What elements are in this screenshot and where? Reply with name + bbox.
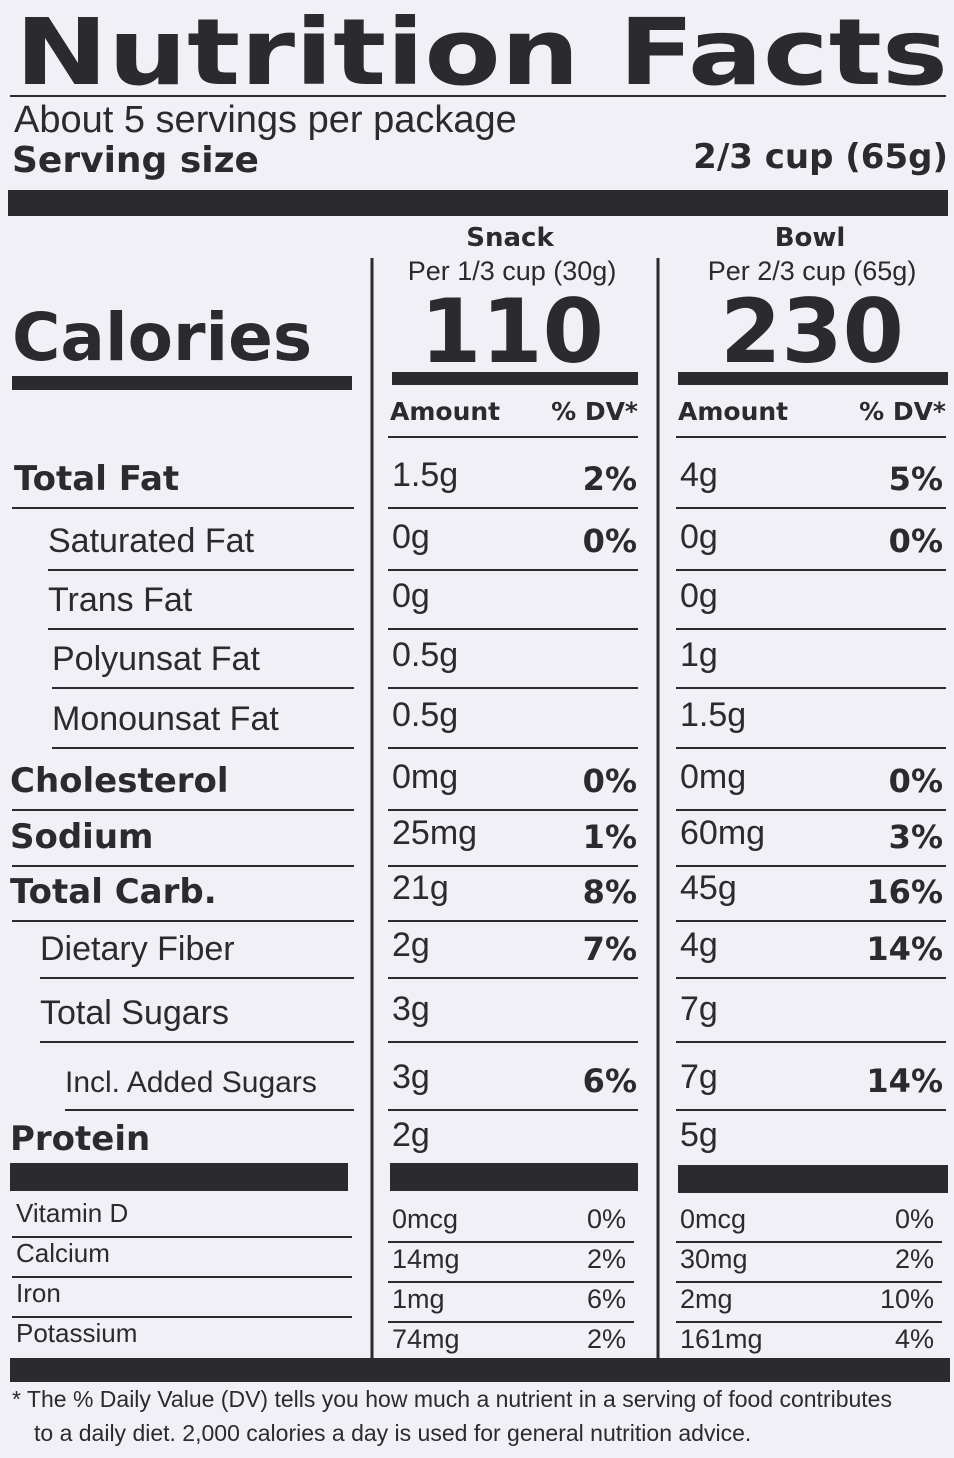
amount: 0.5g	[392, 636, 458, 674]
nutrient-name: Trans Fat	[48, 581, 193, 619]
amount: 0g	[392, 577, 430, 615]
amount: 21g	[392, 869, 449, 907]
amount: 7g	[680, 1058, 718, 1096]
daily-value: 6%	[587, 1284, 626, 1314]
bar	[678, 372, 948, 385]
daily-value: 4%	[895, 1324, 934, 1354]
vitamin-name: Calcium	[16, 1238, 110, 1268]
nutrient-name: Dietary Fiber	[40, 930, 235, 968]
nutrient-name: Total Sugars	[40, 994, 229, 1032]
daily-value: 14%	[866, 1062, 943, 1100]
amount: 0g	[680, 577, 718, 615]
daily-value: 1%	[583, 818, 637, 856]
nutrient-name: Protein	[10, 1119, 150, 1159]
calories: 230	[720, 280, 904, 383]
daily-value: 3%	[889, 818, 943, 856]
daily-value: 5%	[889, 460, 943, 498]
amount: 1.5g	[392, 456, 458, 494]
serving-size: 2/3 cup (65g)	[693, 137, 948, 177]
amount: 0g	[680, 518, 718, 556]
daily-value: 2%	[583, 460, 637, 498]
footnote: * The % Daily Value (DV) tells you how m…	[12, 1386, 892, 1412]
amount: 74mg	[392, 1324, 460, 1354]
servings: About 5 servings per package	[14, 99, 517, 141]
amount: 3g	[392, 990, 430, 1028]
serving-per: Per 2/3 cup (65g)	[708, 256, 917, 286]
nutrient-name: Total Fat	[14, 459, 179, 499]
column-name: Snack	[466, 223, 554, 253]
amount: 1.5g	[680, 696, 746, 734]
amount: 4g	[680, 926, 718, 964]
amount: 4g	[680, 456, 718, 494]
amount: 7g	[680, 990, 718, 1028]
dv-header: % DV*	[859, 397, 946, 426]
column-name: Bowl	[775, 223, 846, 253]
nutrient-name: Monounsat Fat	[52, 700, 279, 738]
amount: 0g	[392, 518, 430, 556]
amount: 0mcg	[392, 1204, 458, 1234]
nutrient-name: Total Carb.	[10, 872, 217, 912]
amount: 2mg	[680, 1284, 733, 1314]
daily-value: 7%	[583, 930, 637, 968]
daily-value: 0%	[895, 1204, 934, 1234]
nutrient-name: Sodium	[10, 817, 153, 857]
amount: 161mg	[680, 1324, 763, 1354]
daily-value: 8%	[583, 873, 637, 911]
nutrient-name: Polyunsat Fat	[52, 640, 260, 678]
amount: 5g	[680, 1116, 718, 1154]
amount: 2g	[392, 1116, 430, 1154]
serving-per: Per 1/3 cup (30g)	[408, 256, 617, 286]
amount: 60mg	[680, 814, 765, 852]
amount-header: Amount	[390, 397, 500, 426]
thick-bar	[8, 190, 948, 216]
thick-bar	[10, 1358, 950, 1382]
daily-value: 2%	[587, 1244, 626, 1274]
amount: 3g	[392, 1058, 430, 1096]
thick-bar	[678, 1165, 948, 1193]
nutrient-name: Cholesterol	[10, 761, 229, 801]
daily-value: 0%	[889, 522, 943, 560]
amount: 1mg	[392, 1284, 445, 1314]
amount: 14mg	[392, 1244, 460, 1274]
thick-bar	[390, 1163, 638, 1191]
amount: 0mg	[680, 758, 746, 796]
vitamin-name: Potassium	[16, 1318, 137, 1348]
daily-value: 0%	[889, 762, 943, 800]
bar	[12, 376, 352, 390]
footnote: to a daily diet. 2,000 calories a day is…	[34, 1420, 751, 1446]
amount-header: Amount	[678, 397, 788, 426]
amount: 0mcg	[680, 1204, 746, 1234]
amount: 0mg	[392, 758, 458, 796]
daily-value: 16%	[866, 873, 943, 911]
amount: 30mg	[680, 1244, 748, 1274]
bar	[392, 372, 638, 385]
daily-value: 14%	[866, 930, 943, 968]
daily-value: 0%	[583, 762, 637, 800]
amount: 25mg	[392, 814, 477, 852]
calories-label: Calories	[12, 299, 312, 376]
daily-value: 0%	[583, 522, 637, 560]
title: Nutrition Facts	[15, 0, 948, 106]
daily-value: 10%	[880, 1284, 934, 1314]
amount: 45g	[680, 869, 737, 907]
dv-header: % DV*	[551, 397, 638, 426]
vitamin-name: Vitamin D	[16, 1198, 128, 1228]
daily-value: 2%	[587, 1324, 626, 1354]
daily-value: 0%	[587, 1204, 626, 1234]
amount: 2g	[392, 926, 430, 964]
amount: 0.5g	[392, 696, 458, 734]
serving-size-label: Serving size	[12, 140, 259, 181]
daily-value: 6%	[583, 1062, 637, 1100]
vitamin-name: Iron	[16, 1278, 61, 1308]
daily-value: 2%	[895, 1244, 934, 1274]
thick-bar	[10, 1163, 348, 1191]
nutrient-name: Saturated Fat	[48, 522, 255, 560]
amount: 1g	[680, 636, 718, 674]
calories: 110	[420, 280, 604, 383]
nutrient-name: Incl. Added Sugars	[65, 1066, 317, 1099]
